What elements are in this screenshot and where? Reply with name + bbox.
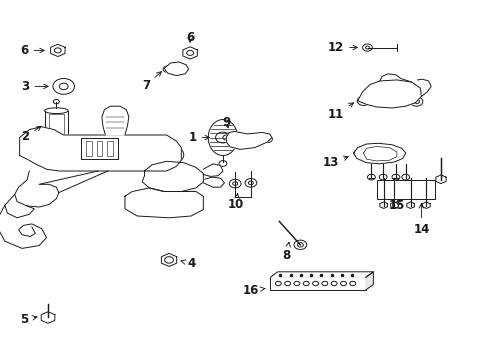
- Text: 11: 11: [327, 103, 354, 121]
- Bar: [45, 111, 68, 138]
- Polygon shape: [20, 127, 181, 171]
- Polygon shape: [203, 177, 224, 187]
- Ellipse shape: [45, 135, 68, 140]
- Text: 10: 10: [228, 194, 245, 211]
- Text: 15: 15: [389, 199, 405, 212]
- Text: 14: 14: [413, 204, 430, 236]
- Polygon shape: [354, 143, 406, 164]
- Bar: [97, 141, 102, 156]
- Polygon shape: [5, 194, 34, 218]
- Polygon shape: [15, 171, 59, 207]
- Text: 13: 13: [322, 156, 348, 169]
- Polygon shape: [125, 188, 203, 218]
- Text: 8: 8: [283, 242, 291, 262]
- Polygon shape: [226, 131, 272, 149]
- Bar: [270, 277, 366, 290]
- Text: 3: 3: [22, 80, 48, 93]
- Polygon shape: [270, 272, 373, 277]
- Polygon shape: [0, 205, 47, 248]
- Text: 6: 6: [186, 31, 194, 44]
- Polygon shape: [358, 80, 421, 108]
- Ellipse shape: [45, 108, 68, 113]
- Polygon shape: [164, 62, 189, 76]
- Polygon shape: [142, 161, 203, 192]
- Text: 5: 5: [21, 313, 37, 326]
- Text: 1: 1: [189, 131, 209, 144]
- Text: 4: 4: [181, 257, 195, 270]
- Bar: [86, 141, 92, 156]
- Polygon shape: [203, 164, 223, 176]
- Polygon shape: [102, 106, 129, 135]
- Text: 12: 12: [328, 41, 357, 54]
- Bar: [377, 180, 435, 199]
- Text: 7: 7: [142, 72, 161, 92]
- Text: 2: 2: [22, 126, 41, 143]
- Text: 16: 16: [243, 284, 265, 297]
- Ellipse shape: [208, 120, 238, 156]
- Text: 9: 9: [222, 116, 230, 129]
- Bar: [81, 138, 118, 159]
- Bar: [107, 141, 113, 156]
- Polygon shape: [366, 272, 373, 290]
- Bar: [49, 113, 64, 135]
- Text: 6: 6: [21, 44, 44, 57]
